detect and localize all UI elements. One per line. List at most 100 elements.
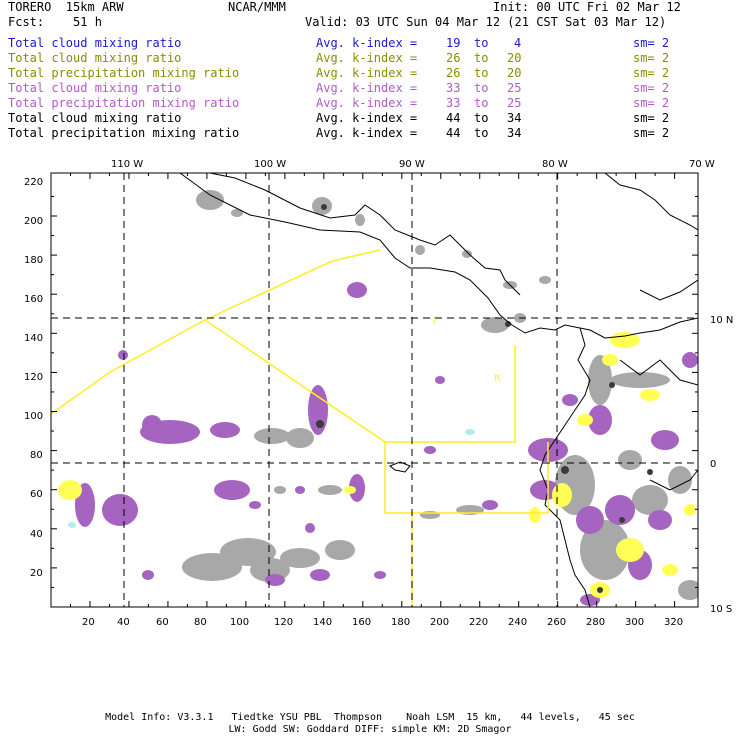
x-tick-label: 40 — [117, 617, 130, 628]
x-tick-label: 20 — [82, 617, 95, 628]
x-tick-label: 320 — [664, 617, 683, 628]
legend-row: Total precipitation mixing ratio Avg. k-… — [8, 96, 669, 111]
legend-k-end: 34 — [507, 111, 522, 125]
legend-label: Total precipitation mixing ratio — [8, 66, 240, 80]
x-tick-label: 300 — [625, 617, 644, 628]
organization-label: NCAR/MMM — [228, 0, 286, 14]
legend-smoothing: sm= 2 — [633, 36, 670, 50]
legend-label: Total cloud mixing ratio — [8, 81, 182, 95]
legend-k-text: Avg. k-index = — [316, 36, 418, 50]
x-axis-labels: 20 40 60 80 100 120 140 160 180 200 220 … — [82, 617, 683, 628]
y-tick-label: 80 — [30, 450, 43, 461]
x-tick-label: 80 — [194, 617, 207, 628]
y-tick-label: 120 — [24, 372, 43, 383]
legend-row: Total cloud mixing ratio Avg. k-index = … — [8, 36, 669, 51]
model-info-line1: Model Info: V3.3.1 Tiedtke YSU PBL Thomp… — [105, 712, 635, 723]
y-tick-label: 160 — [24, 294, 43, 305]
region-annotation: R — [494, 374, 500, 384]
axis-ticks — [51, 173, 698, 607]
model-title: TORERO 15km ARW — [8, 0, 124, 14]
x-tick-label: 280 — [586, 617, 605, 628]
x-tick-label: 240 — [508, 617, 527, 628]
coastlines — [179, 173, 698, 607]
legend-k-text: Avg. k-index = — [316, 96, 418, 110]
legend-k-text: Avg. k-index = — [316, 126, 418, 140]
legend-label: Total precipitation mixing ratio — [8, 126, 240, 140]
latitude-label: 10 S — [710, 604, 732, 615]
longitude-label: 110 W — [111, 159, 143, 170]
legend-k-text: Avg. k-index = — [316, 111, 418, 125]
cloud-field-yellow — [58, 332, 696, 598]
legend-smoothing: sm= 2 — [633, 66, 670, 80]
legend-k-text: Avg. k-index = — [316, 81, 418, 95]
map-frame — [50, 172, 699, 608]
legend-to: to — [474, 36, 489, 50]
legend-row: Total cloud mixing ratio Avg. k-index = … — [8, 111, 669, 126]
x-tick-label: 100 — [230, 617, 249, 628]
legend-k-end: 20 — [507, 51, 522, 65]
legend-k-start: 33 — [446, 96, 461, 110]
x-tick-label: 120 — [274, 617, 293, 628]
legend-k-end: 4 — [514, 36, 522, 50]
model-info-line2: LW: Godd SW: Goddard DIFF: simple KM: 2D… — [228, 724, 512, 735]
x-tick-label: 200 — [430, 617, 449, 628]
x-tick-label: 140 — [313, 617, 332, 628]
y-tick-label: 20 — [30, 568, 43, 579]
legend-row: Total cloud mixing ratio Avg. k-index = … — [8, 51, 669, 66]
legend-smoothing: sm= 2 — [633, 111, 670, 125]
legend-label: Total precipitation mixing ratio — [8, 96, 240, 110]
x-tick-label: 60 — [156, 617, 169, 628]
y-tick-label: 140 — [24, 333, 43, 344]
legend-k-text: Avg. k-index = — [316, 51, 418, 65]
latitude-label: 0 — [710, 459, 716, 470]
x-tick-label: 260 — [547, 617, 566, 628]
legend-row: Total precipitation mixing ratio Avg. k-… — [8, 126, 669, 141]
longitude-label: 100 W — [254, 159, 286, 170]
legend-to: to — [474, 126, 489, 140]
x-tick-label: 160 — [352, 617, 371, 628]
x-tick-label: 180 — [391, 617, 410, 628]
latitude-label: 10 N — [710, 315, 733, 326]
legend-k-start: 44 — [446, 111, 461, 125]
longitude-label: 90 W — [399, 159, 425, 170]
y-tick-label: 180 — [24, 255, 43, 266]
legend-smoothing: sm= 2 — [633, 96, 670, 110]
legend-k-end: 25 — [507, 81, 522, 95]
legend-k-start: 26 — [446, 66, 461, 80]
legend-to: to — [474, 51, 489, 65]
y-tick-label: 100 — [24, 411, 43, 422]
legend-smoothing: sm= 2 — [633, 126, 670, 140]
cloud-field-cyan — [68, 429, 475, 528]
cloud-field-gray — [112, 190, 698, 600]
legend-k-end: 25 — [507, 96, 522, 110]
legend-k-start: 44 — [446, 126, 461, 140]
y-tick-label: 60 — [30, 489, 43, 500]
legend-to: to — [474, 96, 489, 110]
legend-to: to — [474, 66, 489, 80]
y-tick-label: 40 — [30, 529, 43, 540]
y-tick-label: 220 — [24, 177, 43, 188]
y-tick-label: 200 — [24, 216, 43, 227]
longitude-label: 70 W — [689, 159, 715, 170]
legend-label: Total cloud mixing ratio — [8, 36, 182, 50]
legend-smoothing: sm= 2 — [633, 81, 670, 95]
legend-row: Total precipitation mixing ratio Avg. k-… — [8, 66, 669, 81]
longitude-label: 80 W — [542, 159, 568, 170]
legend-label: Total cloud mixing ratio — [8, 111, 182, 125]
valid-time: Valid: 03 UTC Sun 04 Mar 12 (21 CST Sat … — [305, 15, 667, 29]
forecast-map: 110 W 100 W 90 W 80 W 70 W 10 N 0 10 S 2… — [24, 159, 733, 628]
legend-k-end: 34 — [507, 126, 522, 140]
region-boundaries — [51, 249, 549, 607]
lat-lon-grid — [51, 173, 698, 607]
legend-to: to — [474, 111, 489, 125]
forecast-hour: Fcst: 51 h — [8, 15, 102, 29]
legend-label: Total cloud mixing ratio — [8, 51, 182, 65]
legend-row: Total cloud mixing ratio Avg. k-index = … — [8, 81, 669, 96]
init-time: Init: 00 UTC Fri 02 Mar 12 — [493, 0, 681, 14]
legend-smoothing: sm= 2 — [633, 51, 670, 65]
x-tick-label: 220 — [469, 617, 488, 628]
legend-k-start: 33 — [446, 81, 461, 95]
y-axis-labels: 220 200 180 160 140 120 100 80 60 40 20 — [24, 177, 43, 579]
region-annotation: I — [433, 316, 436, 326]
legend-k-start: 19 — [446, 36, 461, 50]
